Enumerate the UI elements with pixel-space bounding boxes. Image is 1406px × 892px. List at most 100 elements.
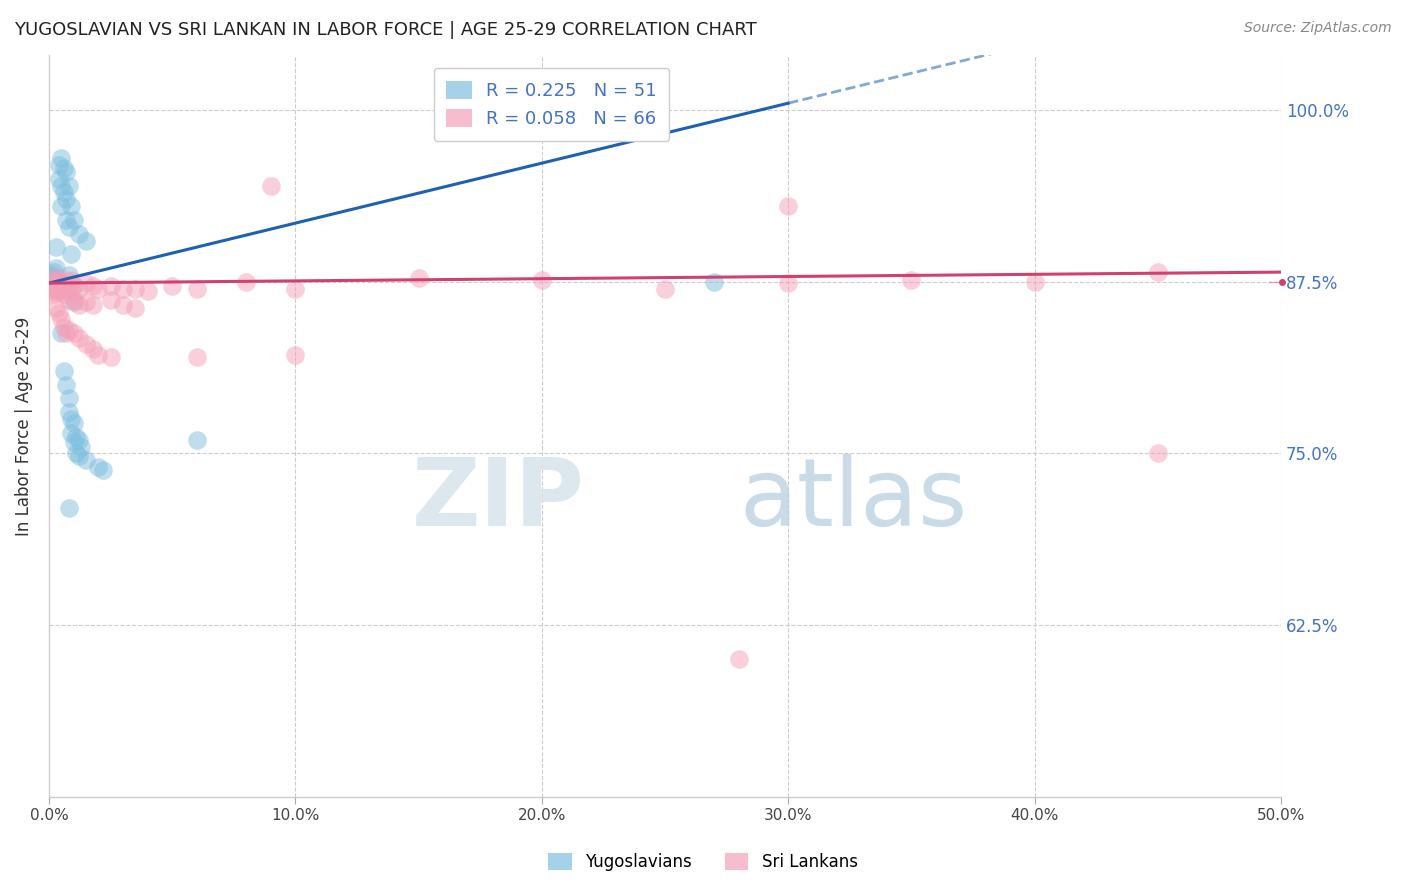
Point bbox=[284, 282, 307, 296]
Point bbox=[51, 151, 73, 165]
Point bbox=[111, 282, 134, 296]
Point bbox=[87, 460, 110, 475]
Point bbox=[58, 219, 80, 234]
Point bbox=[52, 364, 75, 378]
Legend: R = 0.225   N = 51, R = 0.058   N = 66: R = 0.225 N = 51, R = 0.058 N = 66 bbox=[434, 68, 669, 141]
Point bbox=[186, 351, 208, 365]
Point bbox=[60, 412, 83, 426]
Point bbox=[654, 282, 676, 296]
Point bbox=[55, 282, 77, 296]
Point bbox=[58, 178, 80, 193]
Point bbox=[58, 323, 80, 337]
Point bbox=[55, 192, 77, 206]
Point bbox=[51, 311, 73, 326]
Point bbox=[530, 273, 553, 287]
Point bbox=[45, 270, 67, 285]
Point bbox=[70, 440, 93, 454]
Point bbox=[48, 306, 70, 320]
Point bbox=[260, 178, 283, 193]
Point bbox=[41, 273, 63, 287]
Point bbox=[1024, 275, 1046, 289]
Point bbox=[67, 227, 90, 241]
Point bbox=[60, 199, 83, 213]
Point bbox=[48, 282, 70, 296]
Point bbox=[41, 278, 63, 293]
Point bbox=[91, 463, 114, 477]
Point bbox=[67, 449, 90, 463]
Point bbox=[58, 501, 80, 516]
Point bbox=[62, 416, 84, 430]
Point bbox=[41, 273, 63, 287]
Point bbox=[75, 453, 97, 467]
Y-axis label: In Labor Force | Age 25-29: In Labor Force | Age 25-29 bbox=[15, 317, 32, 535]
Text: atlas: atlas bbox=[740, 454, 967, 546]
Point bbox=[42, 287, 65, 301]
Point bbox=[51, 276, 73, 290]
Point bbox=[75, 295, 97, 310]
Point bbox=[62, 293, 84, 307]
Legend: Yugoslavians, Sri Lankans: Yugoslavians, Sri Lankans bbox=[540, 845, 866, 880]
Point bbox=[58, 405, 80, 419]
Point bbox=[111, 298, 134, 312]
Point bbox=[60, 247, 83, 261]
Point bbox=[186, 282, 208, 296]
Point bbox=[42, 282, 65, 296]
Point bbox=[48, 275, 70, 289]
Point bbox=[82, 342, 104, 356]
Point bbox=[67, 433, 90, 447]
Point bbox=[42, 270, 65, 285]
Point bbox=[52, 161, 75, 175]
Point bbox=[52, 186, 75, 200]
Point bbox=[62, 278, 84, 293]
Point bbox=[45, 278, 67, 293]
Point bbox=[45, 301, 67, 315]
Point bbox=[87, 282, 110, 296]
Point bbox=[60, 425, 83, 440]
Point bbox=[100, 351, 122, 365]
Point bbox=[160, 278, 183, 293]
Text: YUGOSLAVIAN VS SRI LANKAN IN LABOR FORCE | AGE 25-29 CORRELATION CHART: YUGOSLAVIAN VS SRI LANKAN IN LABOR FORCE… bbox=[14, 21, 756, 38]
Point bbox=[45, 285, 67, 299]
Point bbox=[136, 285, 159, 299]
Point bbox=[100, 278, 122, 293]
Point bbox=[62, 295, 84, 310]
Point bbox=[42, 276, 65, 290]
Point bbox=[778, 276, 800, 290]
Point bbox=[62, 435, 84, 450]
Text: Source: ZipAtlas.com: Source: ZipAtlas.com bbox=[1244, 21, 1392, 35]
Point bbox=[55, 273, 77, 287]
Point bbox=[75, 276, 97, 290]
Point bbox=[778, 199, 800, 213]
Point bbox=[65, 430, 87, 444]
Point bbox=[55, 165, 77, 179]
Point bbox=[900, 273, 922, 287]
Point bbox=[48, 273, 70, 287]
Point bbox=[284, 347, 307, 361]
Point bbox=[728, 652, 751, 666]
Point bbox=[45, 240, 67, 254]
Point bbox=[60, 273, 83, 287]
Point bbox=[42, 276, 65, 290]
Point bbox=[100, 293, 122, 307]
Point bbox=[41, 270, 63, 285]
Point bbox=[52, 282, 75, 296]
Point bbox=[235, 275, 257, 289]
Point bbox=[51, 178, 73, 193]
Point bbox=[62, 326, 84, 340]
Point bbox=[408, 270, 430, 285]
Point bbox=[41, 268, 63, 282]
Point bbox=[51, 199, 73, 213]
Point bbox=[58, 282, 80, 296]
Point bbox=[42, 265, 65, 279]
Point bbox=[41, 278, 63, 293]
Point bbox=[45, 260, 67, 275]
Point bbox=[58, 268, 80, 282]
Point bbox=[124, 282, 146, 296]
Point bbox=[67, 282, 90, 296]
Point bbox=[703, 275, 725, 289]
Point bbox=[52, 320, 75, 334]
Point bbox=[65, 446, 87, 460]
Point bbox=[45, 270, 67, 285]
Point bbox=[75, 336, 97, 351]
Point bbox=[51, 285, 73, 299]
